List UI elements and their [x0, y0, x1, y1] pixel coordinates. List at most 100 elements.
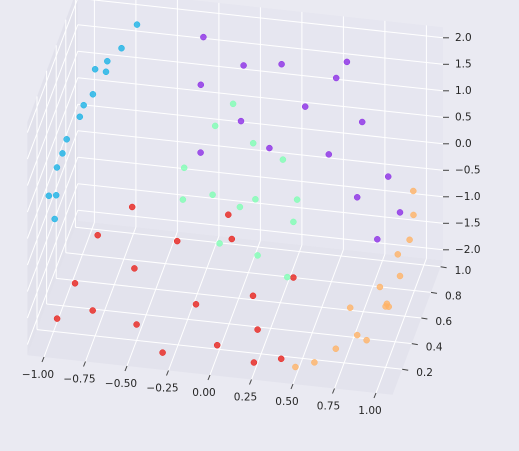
point: [91, 66, 99, 73]
x-tick-label: 0.75: [317, 401, 340, 413]
point: [249, 292, 257, 300]
x-tick: [332, 388, 335, 394]
point: [209, 191, 216, 199]
point: [228, 235, 236, 243]
point: [225, 211, 232, 218]
point: [104, 57, 111, 65]
point: [128, 203, 136, 211]
grid-line: [26, 183, 79, 319]
point: [133, 21, 141, 28]
point: [410, 187, 417, 195]
point: [173, 237, 181, 245]
point: [279, 156, 287, 163]
y-tick-label: 0.2: [416, 367, 433, 379]
x-tick: [83, 361, 86, 367]
point: [216, 240, 223, 247]
point: [252, 196, 259, 203]
y-tick: [402, 368, 409, 371]
grid-line: [56, 277, 422, 319]
x-tick: [290, 383, 294, 390]
point: [249, 139, 257, 147]
z-tick-label: −1.5: [455, 217, 481, 229]
x-tick-label: −0.50: [105, 378, 137, 390]
z-tick-label: 0.5: [455, 111, 472, 123]
grid-line: [26, 51, 79, 186]
x-tick: [373, 392, 377, 399]
point: [131, 265, 138, 272]
point: [229, 100, 237, 108]
point: [71, 280, 79, 287]
point: [254, 326, 261, 333]
point: [410, 211, 417, 219]
x-tick-label: 0.25: [234, 392, 257, 404]
point: [396, 272, 404, 280]
grid-line: [77, 103, 444, 145]
grid-line: [43, 222, 95, 358]
point: [159, 349, 166, 356]
y-tick-label: 1.0: [455, 265, 472, 277]
grid-line: [126, 231, 178, 367]
grid-line: [26, 0, 78, 133]
point: [89, 91, 97, 98]
grid-line: [26, 210, 79, 345]
point: [406, 236, 413, 244]
z-tick-label: 1.0: [455, 85, 472, 97]
point: [59, 150, 66, 157]
point: [179, 196, 187, 203]
point: [213, 341, 221, 349]
point: [250, 359, 258, 366]
grid-line: [77, 24, 444, 65]
grid-line: [36, 329, 403, 370]
grid-line: [85, 226, 137, 362]
point: [363, 336, 370, 344]
point: [353, 331, 361, 339]
x-tick: [166, 370, 169, 376]
point: [325, 151, 333, 158]
point: [192, 301, 200, 308]
grid-line: [77, 183, 444, 224]
point: [292, 363, 299, 371]
point: [284, 273, 291, 281]
point: [266, 144, 273, 152]
point: [63, 136, 70, 143]
y-tick: [440, 266, 447, 269]
point: [52, 191, 60, 199]
y-tick: [411, 343, 418, 346]
x-tick: [41, 356, 45, 363]
point: [290, 274, 297, 281]
y-tick-label: 0.8: [445, 290, 462, 302]
point: [180, 164, 188, 172]
point: [133, 321, 140, 328]
side-pane: [27, 0, 78, 356]
grid-line: [77, 77, 444, 118]
point: [237, 117, 245, 125]
grid-line: [46, 303, 412, 345]
point: [278, 60, 285, 68]
grid-line: [26, 157, 79, 292]
point: [254, 252, 261, 259]
grid-line: [77, 50, 444, 92]
point: [76, 113, 84, 121]
point: [240, 62, 247, 69]
point: [89, 307, 96, 314]
grid-line: [251, 244, 303, 380]
y-tick: [430, 291, 438, 294]
point: [376, 283, 384, 291]
point: [301, 103, 309, 110]
grid-line: [77, 130, 444, 171]
point: [343, 58, 351, 66]
grid-line: [77, 209, 444, 251]
x-tick: [124, 365, 128, 372]
y-tick-label: 0.4: [426, 342, 443, 354]
point: [353, 194, 361, 201]
grid-line: [26, 24, 79, 160]
y-tick: [421, 317, 428, 320]
x-tick-label: 1.00: [358, 405, 381, 417]
grid-line: [89, 0, 444, 39]
z-tick-label: 2.0: [455, 32, 472, 44]
x-tick-label: 0.00: [192, 387, 215, 399]
z-tick-label: −0.5: [455, 164, 481, 176]
point: [45, 192, 53, 200]
point: [236, 203, 244, 211]
